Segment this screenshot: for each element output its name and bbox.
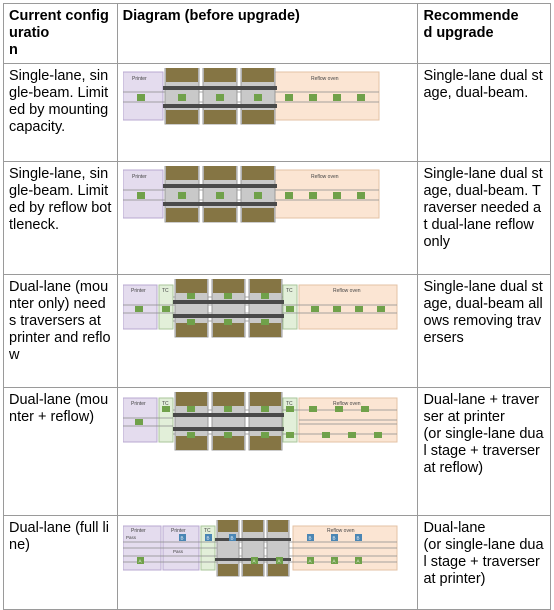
board-a: A (330, 557, 338, 564)
oven-label: Reflow oven (333, 288, 361, 294)
mounter-unit (214, 520, 241, 577)
board-b: B (306, 534, 314, 541)
oven-label: Reflow oven (311, 174, 339, 180)
svg-text:B: B (332, 536, 335, 541)
header-row: Current configuratio n Diagram (before u… (3, 3, 551, 64)
traverser-label: TC (204, 528, 211, 534)
line-diagram-single-lane: Printer Reflow oven (122, 166, 380, 223)
board-a: A (275, 557, 283, 564)
mounter-unit (200, 68, 239, 125)
svg-text:A: A (252, 559, 255, 564)
diagram-cell: Printer TC TC Reflow oven (116, 274, 419, 388)
pass-label: Pass (173, 549, 184, 554)
mounter-unit (209, 279, 247, 338)
upgrade-cell: Dual-lane (or single-lane dual stage + t… (417, 515, 551, 610)
printer-label: Printer (131, 528, 146, 534)
pcb-boards (134, 293, 385, 325)
mounter-unit (172, 392, 210, 451)
board-b: B (228, 534, 236, 541)
board-a: A (306, 557, 314, 564)
traverser-label: TC (162, 288, 169, 294)
config-cell: Dual-lane (mounter only) needs traverser… (3, 274, 118, 388)
config-cell: Single-lane, single-beam. Limited by ref… (3, 161, 118, 275)
table-row: Dual-lane (mounter only) needs traverser… (3, 274, 551, 388)
header-config: Current configuratio n (3, 3, 118, 64)
pass-label: Pass (126, 535, 137, 540)
board-a: A (250, 557, 258, 564)
svg-text:A: A (138, 559, 141, 564)
upgrade-table: Current configuratio n Diagram (before u… (3, 3, 551, 610)
svg-text:B: B (180, 536, 183, 541)
mounter-unit (246, 279, 284, 338)
svg-text:A: A (277, 559, 280, 564)
printer-label: Printer (132, 174, 147, 180)
upgrade-cell: Dual-lane + traverser at printer (or sin… (417, 387, 551, 516)
board-b: B (354, 534, 362, 541)
printer-block (122, 169, 164, 219)
printer-label: Printer (131, 401, 146, 407)
printer-label: Printer (131, 288, 146, 294)
line-diagram-dual-lane-full: Printer Printer TC Reflow oven Pass Pass (122, 520, 398, 577)
pcb-boards (136, 192, 365, 199)
diagram-cell: Printer Printer TC Reflow oven Pass Pass (116, 515, 419, 610)
diagram-cell: Printer Reflow oven (116, 161, 419, 275)
diagram-cell: Printer Reflow oven (116, 63, 419, 162)
config-cell: Dual-lane (mounter + reflow) (3, 387, 118, 516)
traverser-label: TC (162, 401, 169, 407)
upgrade-cell: Single-lane dual stage, dual-beam. Trave… (417, 161, 551, 275)
printer-label: Printer (132, 76, 147, 82)
traverser-label: TC (286, 288, 293, 294)
table-row: Dual-lane (mounter + reflow) Printer TC … (3, 387, 551, 516)
svg-text:B: B (206, 536, 209, 541)
svg-text:A: A (356, 559, 359, 564)
pcb-boards (134, 406, 382, 438)
svg-text:B: B (230, 536, 233, 541)
table-row: Dual-lane (full line) Printer Printer TC… (3, 515, 551, 610)
header-diagram: Diagram (before upgrade) (116, 3, 419, 64)
svg-text:B: B (308, 536, 311, 541)
header-upgrade: Recommende d upgrade (417, 3, 551, 64)
mounter-unit (246, 392, 284, 451)
oven-label: Reflow oven (311, 76, 339, 82)
oven-label: Reflow oven (333, 401, 361, 407)
mounter-unit (264, 520, 291, 577)
board-b: B (178, 534, 186, 541)
table-row: Single-lane, single-beam. Limited by mou… (3, 63, 551, 162)
board-a: A (354, 557, 362, 564)
printer-label: Printer (171, 528, 186, 534)
upgrade-cell: Single-lane dual stage, dual-beam. (417, 63, 551, 162)
pcb-boards (136, 94, 365, 101)
upgrade-cell: Single-lane dual stage, dual-beam allows… (417, 274, 551, 388)
svg-text:A: A (308, 559, 311, 564)
svg-text:B: B (356, 536, 359, 541)
mounter-unit (239, 520, 266, 577)
board-b: B (204, 534, 212, 541)
traverser-label: TC (286, 401, 293, 407)
mounter-unit (172, 279, 210, 338)
line-diagram-dual-lane-mounter: Printer TC TC Reflow oven (122, 279, 398, 338)
config-cell: Single-lane, single-beam. Limited by mou… (3, 63, 118, 162)
line-diagram-dual-lane-reflow: Printer TC TC Reflow oven (122, 392, 398, 451)
mounter-unit (209, 392, 247, 451)
mounter-unit (162, 68, 201, 125)
oven-label: Reflow oven (327, 528, 355, 534)
mounter-unit (162, 166, 201, 223)
mounter-unit (238, 68, 277, 125)
line-diagram-single-lane: Printer Reflow oven (122, 68, 380, 125)
board-b: B (330, 534, 338, 541)
config-cell: Dual-lane (full line) (3, 515, 118, 610)
board-a: A (136, 557, 144, 564)
table-row: Single-lane, single-beam. Limited by ref… (3, 161, 551, 275)
diagram-cell: Printer TC TC Reflow oven (116, 387, 419, 516)
svg-text:A: A (332, 559, 335, 564)
